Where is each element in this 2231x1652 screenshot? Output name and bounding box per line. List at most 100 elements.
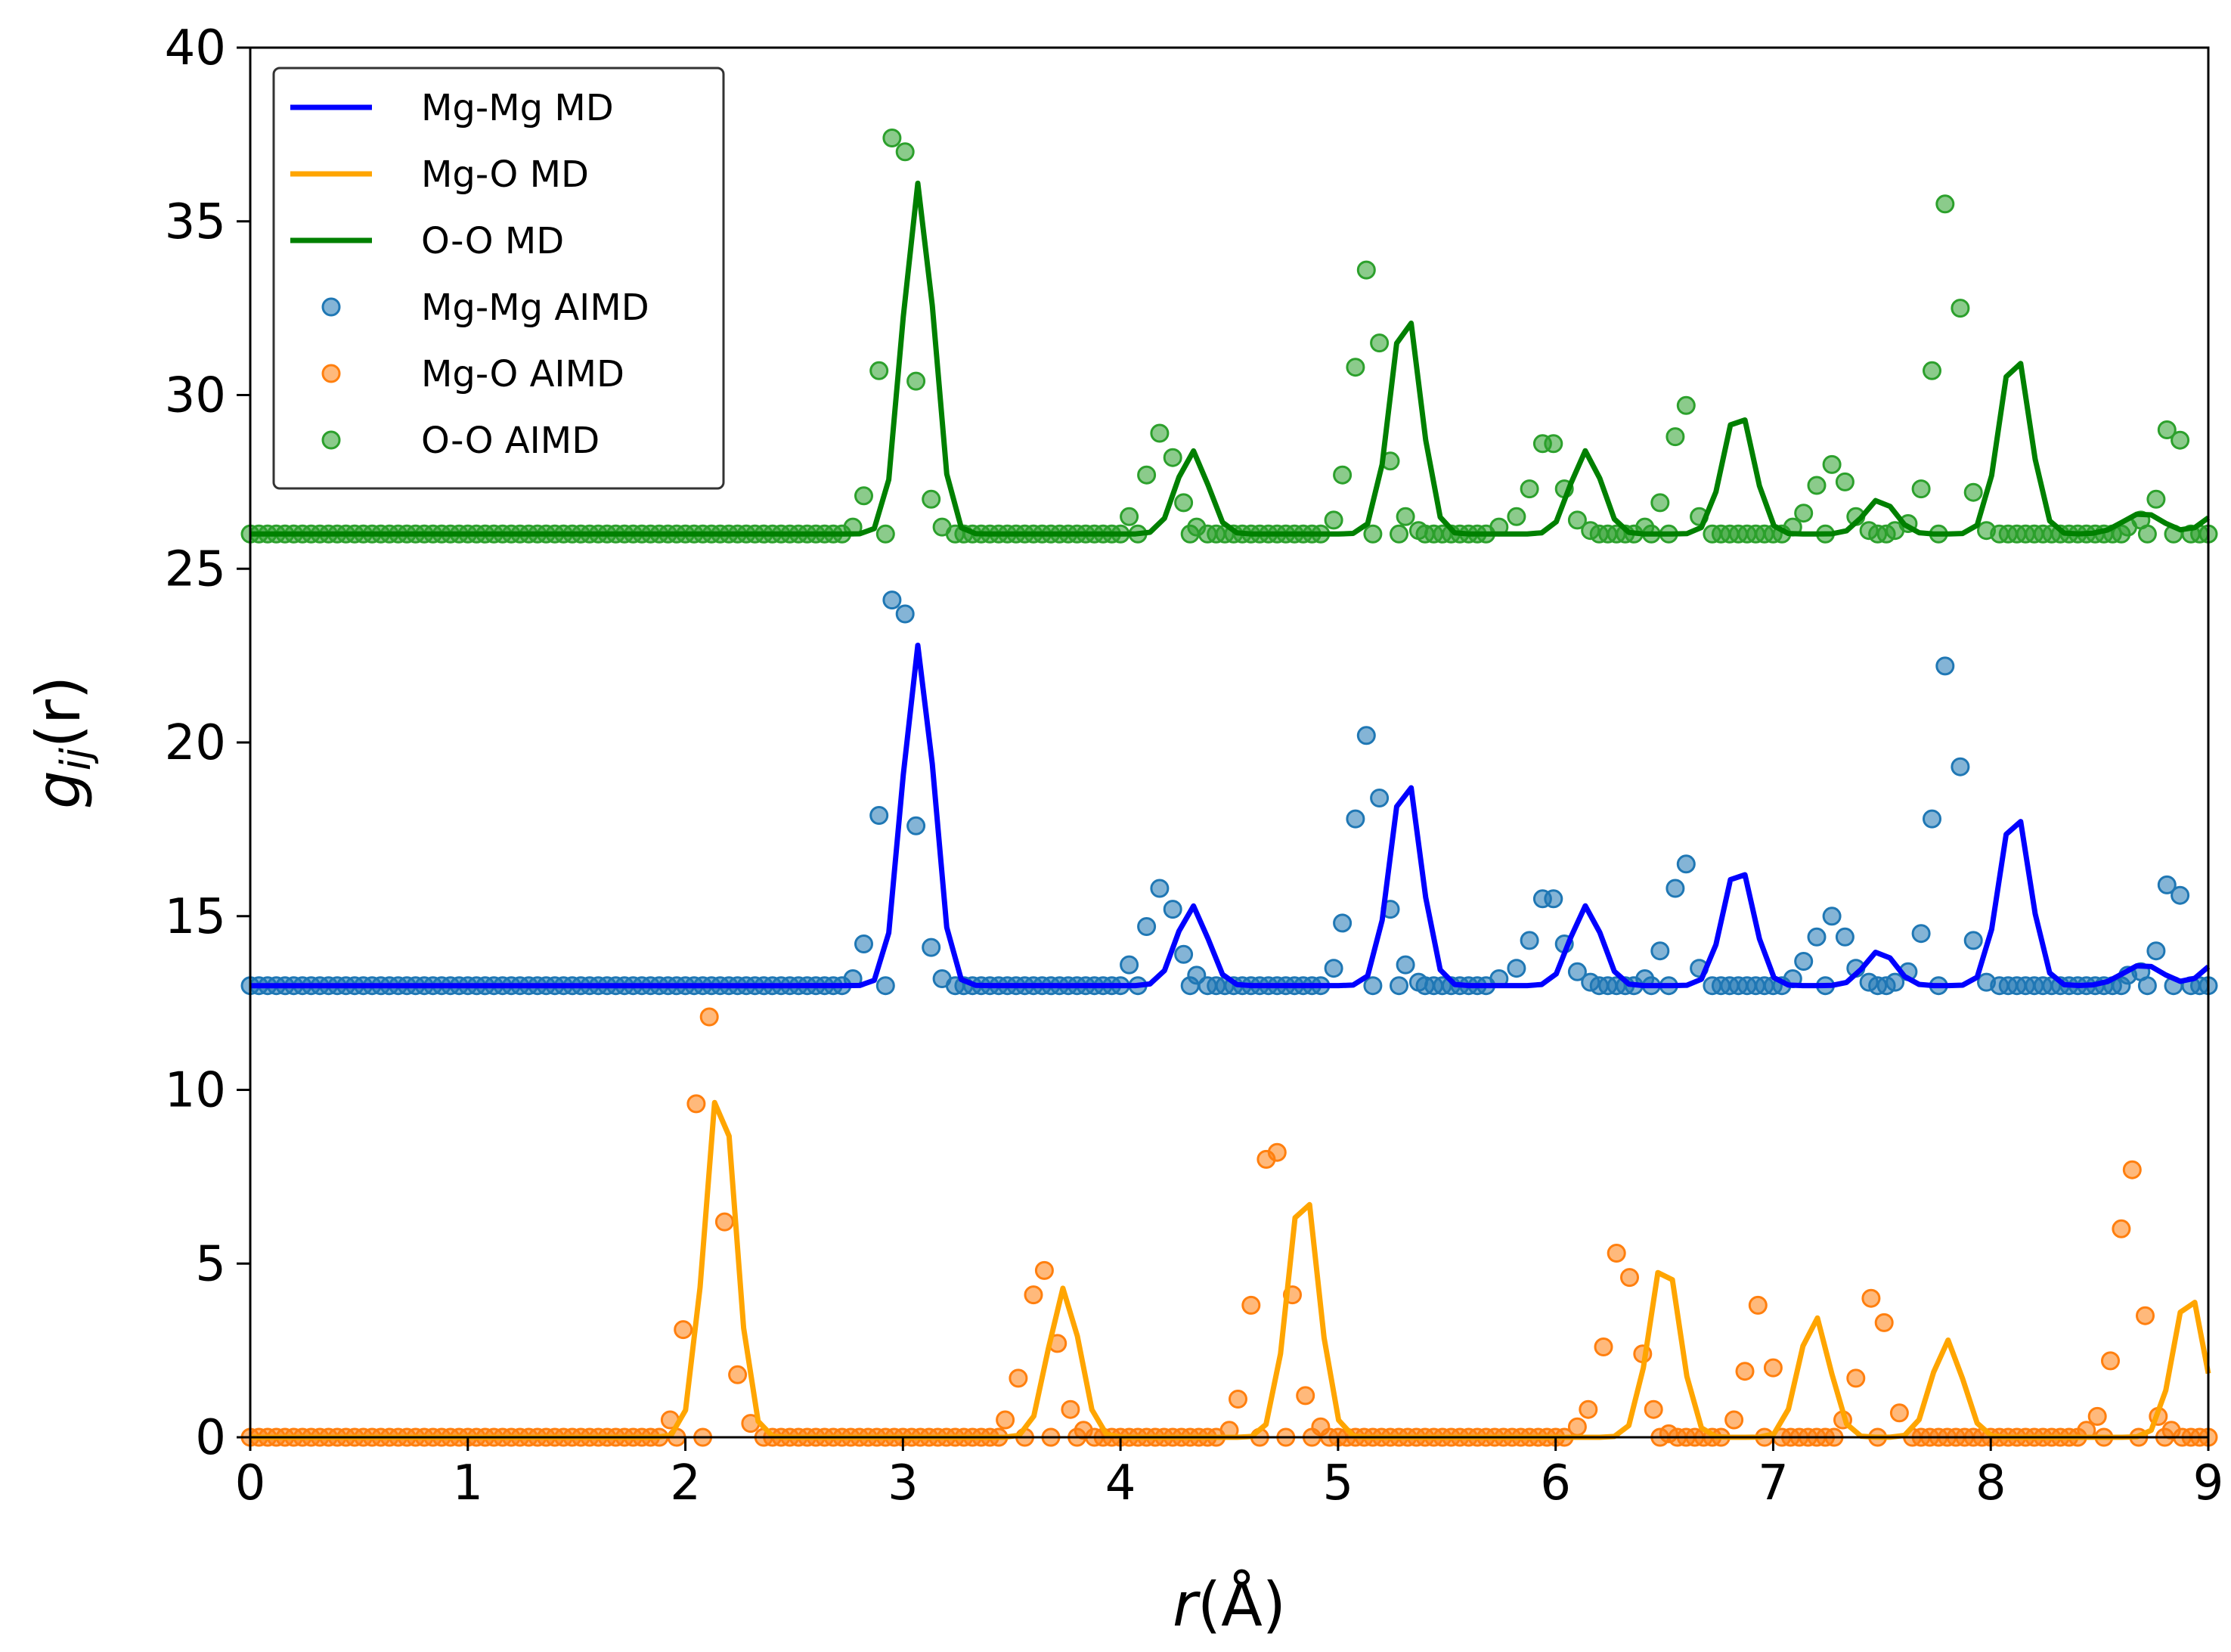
- data-point-mg-o-aimd: [699, 1007, 719, 1027]
- legend-item-mg-mg-md: Mg-Mg MD: [290, 87, 614, 129]
- legend-item-mg-o-aimd: Mg-O AIMD: [321, 353, 624, 395]
- y-tick-label: 20: [165, 715, 226, 771]
- data-point-mg-o-aimd: [714, 1212, 734, 1232]
- data-point-mg-mg-aimd: [869, 806, 889, 825]
- data-point-o-o-aimd: [1794, 504, 1814, 523]
- data-point-mg-mg-aimd: [2171, 885, 2190, 905]
- x-axis-label-var: r: [1173, 1570, 1201, 1640]
- series-line-mg-o-md: [250, 1099, 2211, 1440]
- data-point-o-o-aimd: [2157, 420, 2177, 439]
- data-point-o-o-aimd: [1396, 507, 1415, 526]
- data-point-o-o-aimd: [1370, 333, 1390, 353]
- data-point-mg-mg-aimd: [895, 604, 915, 624]
- data-point-mg-o-aimd: [1607, 1244, 1626, 1263]
- data-point-mg-o-aimd: [1579, 1399, 1598, 1419]
- y-tick-label: 30: [165, 368, 226, 424]
- legend-label: O-O AIMD: [421, 420, 600, 462]
- data-point-o-o-aimd: [854, 486, 873, 506]
- data-point-mg-mg-aimd: [1567, 962, 1587, 981]
- y-tick-label: 35: [165, 194, 226, 250]
- data-point-mg-o-aimd: [1874, 1313, 1894, 1332]
- data-point-o-o-aimd: [869, 361, 889, 380]
- legend-label: Mg-Mg MD: [421, 87, 614, 129]
- data-point-mg-mg-aimd: [1174, 944, 1194, 964]
- data-point-mg-mg-aimd: [1666, 879, 1685, 898]
- y-tick-label: 10: [165, 1063, 226, 1119]
- data-point-mg-o-aimd: [1567, 1417, 1587, 1437]
- data-point-mg-mg-aimd: [1346, 809, 1365, 829]
- data-point-mg-o-aimd: [1861, 1288, 1881, 1308]
- data-point-mg-mg-aimd: [854, 934, 873, 953]
- data-point-mg-mg-aimd: [922, 938, 941, 957]
- data-point-mg-mg-aimd: [1356, 726, 1376, 745]
- data-point-mg-mg-aimd: [1822, 907, 1842, 926]
- data-point-o-o-aimd: [1911, 479, 1931, 499]
- data-point-mg-o-aimd: [686, 1094, 706, 1114]
- data-point-o-o-aimd: [1935, 194, 1955, 214]
- data-point-o-o-aimd: [1923, 361, 1941, 380]
- x-tick-label: 8: [1975, 1455, 2006, 1511]
- data-point-mg-mg-aimd: [882, 590, 902, 610]
- data-point-mg-mg-aimd: [1911, 924, 1931, 944]
- legend-item-o-o-aimd: O-O AIMD: [321, 420, 600, 462]
- y-axis-label-arg: (r): [23, 676, 94, 748]
- data-point-o-o-aimd: [882, 129, 902, 147]
- data-point-mg-mg-aimd: [1963, 931, 1983, 950]
- series-line-o-o-md: [250, 180, 2211, 537]
- data-point-mg-o-aimd: [2112, 1219, 2131, 1238]
- data-point-o-o-aimd: [1507, 507, 1526, 526]
- data-point-mg-mg-aimd: [1544, 889, 1563, 909]
- series-mg-o-aimd: [240, 1007, 2218, 1447]
- data-point-mg-o-aimd: [1735, 1362, 1755, 1381]
- x-tick-label: 0: [235, 1455, 266, 1511]
- legend-item-o-o-md: O-O MD: [290, 220, 564, 262]
- legend-swatch: [321, 297, 341, 317]
- data-point-o-o-aimd: [1835, 472, 1855, 491]
- data-point-o-o-aimd: [1390, 524, 1408, 544]
- data-point-mg-o-aimd: [1267, 1142, 1287, 1162]
- data-point-mg-o-aimd: [1644, 1399, 1663, 1419]
- legend-swatch: [321, 364, 341, 383]
- x-tick-label: 4: [1105, 1455, 1136, 1511]
- data-point-o-o-aimd: [1666, 427, 1685, 447]
- x-axis-label: r(Å): [1173, 1569, 1286, 1640]
- data-point-o-o-aimd: [1174, 493, 1194, 513]
- y-axis-label: gij(r): [23, 676, 100, 809]
- y-axis-label-main: g: [23, 770, 94, 809]
- data-point-o-o-aimd: [1676, 395, 1696, 415]
- legend: Mg-Mg MD Mg-O MD O-O MD Mg-Mg AIMD Mg-O AIMD…: [272, 67, 725, 490]
- data-point-mg-o-aimd: [1846, 1368, 1866, 1388]
- data-point-mg-o-aimd: [2136, 1306, 2155, 1325]
- data-point-o-o-aimd: [922, 489, 941, 509]
- data-point-mg-o-aimd: [728, 1365, 748, 1384]
- data-point-mg-o-aimd: [674, 1320, 693, 1340]
- data-point-mg-mg-aimd: [1137, 917, 1157, 936]
- data-point-mg-mg-aimd: [1676, 854, 1696, 874]
- legend-label: Mg-Mg AIMD: [421, 287, 649, 329]
- y-tick-label: 40: [165, 20, 226, 76]
- data-point-mg-mg-aimd: [1333, 913, 1353, 933]
- data-point-mg-o-aimd: [1594, 1337, 1613, 1356]
- legend-label: Mg-O MD: [421, 153, 589, 196]
- data-point-mg-mg-aimd: [2146, 941, 2166, 961]
- data-point-mg-mg-aimd: [906, 816, 926, 835]
- data-point-mg-mg-aimd: [2137, 976, 2157, 996]
- data-point-mg-o-aimd: [1009, 1368, 1028, 1388]
- data-point-o-o-aimd: [1324, 510, 1343, 530]
- data-point-o-o-aimd: [1137, 465, 1157, 485]
- y-axis-label-sub: ij: [52, 748, 100, 770]
- data-point-o-o-aimd: [1120, 507, 1139, 526]
- x-tick-label: 7: [1758, 1455, 1789, 1511]
- data-point-mg-o-aimd: [1229, 1390, 1247, 1409]
- data-point-mg-mg-aimd: [1370, 789, 1390, 807]
- legend-box: [272, 67, 725, 490]
- data-point-o-o-aimd: [1363, 524, 1383, 544]
- data-point-o-o-aimd: [1650, 493, 1670, 513]
- x-tick-label: 5: [1323, 1455, 1354, 1511]
- data-point-o-o-aimd: [906, 371, 926, 391]
- data-point-mg-o-aimd: [1034, 1260, 1054, 1280]
- y-tick-label: 15: [165, 889, 226, 945]
- data-point-o-o-aimd: [1346, 358, 1365, 377]
- y-tick-label: 5: [195, 1236, 226, 1292]
